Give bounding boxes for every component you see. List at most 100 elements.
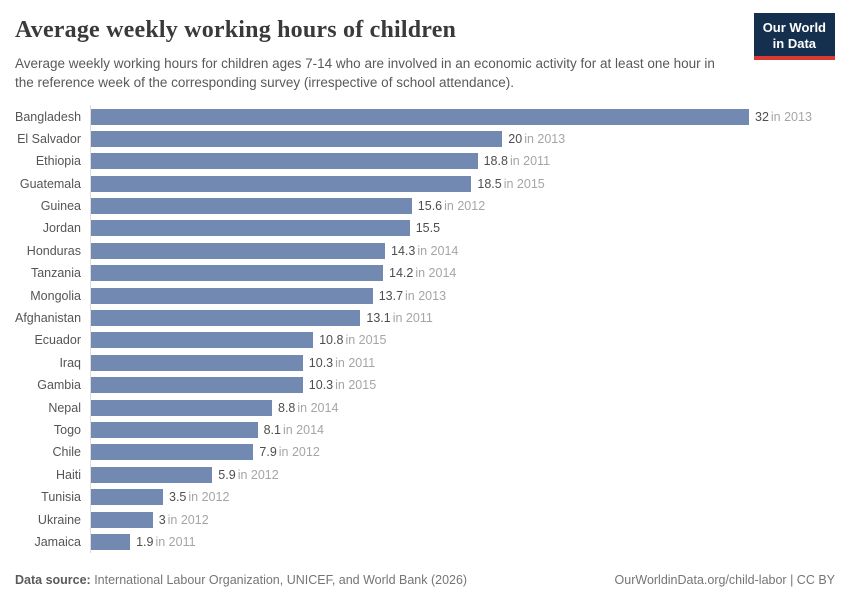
bar-track: 1.9 in 2011 (90, 530, 835, 554)
value-year: in 2012 (278, 445, 320, 460)
value-label: 8.8 in 2014 (278, 401, 338, 415)
bar-track: 3 in 2012 (90, 508, 835, 531)
value-year: in 2011 (509, 154, 551, 169)
bar[interactable] (91, 332, 314, 349)
country-label: Nepal (48, 400, 81, 415)
bar-row: Tunisia 3.5 in 2012 (15, 485, 835, 509)
value-number: 13.1 (366, 311, 391, 326)
value-number: 3 (158, 512, 166, 527)
bar[interactable] (91, 377, 303, 394)
value-number: 10.3 (308, 355, 334, 370)
value-year: in 2011 (392, 311, 433, 326)
bar-row: Togo 8.1 in 2014 (15, 418, 835, 442)
data-source-label: Data source: (15, 573, 91, 587)
value-year: in 2012 (237, 467, 279, 482)
value-label: 15.6 in 2012 (418, 199, 485, 213)
bar[interactable] (91, 444, 254, 461)
bar-row: Afghanistan 13.1 in 2011 (15, 306, 835, 330)
bar[interactable] (91, 466, 213, 483)
bar-track: 32 in 2013 (90, 105, 835, 128)
country-label: Tanzania (30, 266, 81, 281)
bar-track: 18.5 in 2015 (90, 172, 835, 195)
bar-row: Nepal 8.8 in 2014 (15, 396, 835, 419)
value-year: in 2015 (335, 378, 377, 393)
bar-track: 8.8 in 2014 (90, 396, 835, 419)
bar-row: Guinea 15.6 in 2012 (15, 194, 835, 218)
value-label: 3 in 2012 (159, 513, 209, 527)
value-year: in 2015 (503, 176, 545, 191)
value-year: in 2013 (405, 288, 447, 303)
bar[interactable] (91, 265, 383, 282)
bar-row: Mongolia 13.7 in 2013 (15, 284, 835, 307)
chart-subtitle: Average weekly working hours for childre… (15, 56, 715, 91)
bar-track: 10.3 in 2011 (90, 351, 835, 374)
bar[interactable] (91, 242, 385, 259)
country-label: Ukraine (37, 512, 81, 527)
value-year: in 2011 (155, 534, 196, 549)
data-source: Data source: International Labour Organi… (15, 573, 467, 587)
value-label: 10.8 in 2015 (319, 333, 386, 347)
value-number: 10.8 (319, 333, 344, 348)
bar[interactable] (91, 421, 258, 438)
country-label: Mongolia (30, 288, 81, 303)
bar-chart: Bangladesh 32 in 2013 El Salvador 20 in 2013 E… (15, 105, 835, 554)
bar-row: Jordan 15.5 (15, 217, 835, 240)
value-number: 8.1 (263, 422, 281, 437)
value-number: 8.8 (278, 400, 296, 415)
bar-track: 14.2 in 2014 (90, 262, 835, 285)
bar[interactable] (91, 287, 373, 304)
bar[interactable] (91, 130, 503, 147)
country-label: Chile (52, 445, 82, 460)
value-number: 1.9 (136, 534, 154, 549)
bar-track: 10.8 in 2015 (90, 329, 835, 352)
value-year: in 2015 (345, 333, 387, 348)
bar-row: El Salvador 20 in 2013 (15, 127, 835, 151)
bar[interactable] (91, 310, 361, 327)
value-label: 13.7 in 2013 (379, 289, 446, 303)
value-year: in 2013 (524, 131, 566, 146)
country-label: Jordan (42, 221, 81, 236)
bar[interactable] (91, 108, 749, 125)
bar-track: 7.9 in 2012 (90, 441, 835, 464)
country-label: Ethiopia (35, 154, 81, 169)
value-year: in 2014 (282, 422, 324, 437)
value-number: 14.3 (391, 243, 416, 258)
value-number: 20 (508, 131, 523, 146)
bar[interactable] (91, 175, 472, 192)
header-text: Average weekly working hours of children… (15, 15, 725, 92)
value-label: 14.2 in 2014 (389, 266, 456, 280)
value-number: 3.5 (169, 490, 187, 505)
value-number: 18.5 (477, 176, 502, 191)
value-number: 18.8 (483, 154, 508, 169)
owid-logo[interactable]: Our World in Data (753, 13, 835, 61)
bar[interactable] (91, 399, 272, 416)
bar-row: Ethiopia 18.8 in 2011 (15, 150, 835, 173)
chart-header: Average weekly working hours of children… (15, 13, 835, 92)
bar[interactable] (91, 198, 412, 215)
bar[interactable] (91, 489, 163, 506)
value-number: 10.3 (308, 378, 334, 393)
bar[interactable] (91, 220, 410, 237)
country-label: El Salvador (17, 131, 81, 146)
value-year: in 2012 (444, 199, 486, 214)
bar-track: 5.9 in 2012 (90, 463, 835, 486)
country-label: Tunisia (41, 490, 81, 505)
bar[interactable] (91, 354, 303, 371)
bar[interactable] (91, 533, 131, 550)
bar[interactable] (91, 153, 478, 170)
bar-row: Iraq 10.3 in 2011 (15, 351, 835, 374)
bar-row: Guatemala 18.5 in 2015 (15, 172, 835, 195)
page-title: Average weekly working hours of children (15, 17, 457, 43)
bar-track: 20 in 2013 (90, 127, 835, 151)
bar-track: 14.3 in 2014 (90, 239, 835, 263)
country-label: Ecuador (34, 333, 81, 348)
bar[interactable] (91, 511, 153, 528)
value-number: 13.7 (378, 288, 404, 303)
value-label: 10.3 in 2011 (309, 356, 375, 370)
value-label: 15.5 (416, 221, 440, 235)
value-label: 18.5 in 2015 (477, 177, 544, 191)
value-year: in 2014 (415, 266, 457, 281)
chart-footer: Data source: International Labour Organi… (15, 573, 835, 587)
footer-license-link[interactable]: OurWorldinData.org/child-labor | CC BY (614, 573, 835, 587)
value-year: in 2011 (335, 355, 376, 370)
